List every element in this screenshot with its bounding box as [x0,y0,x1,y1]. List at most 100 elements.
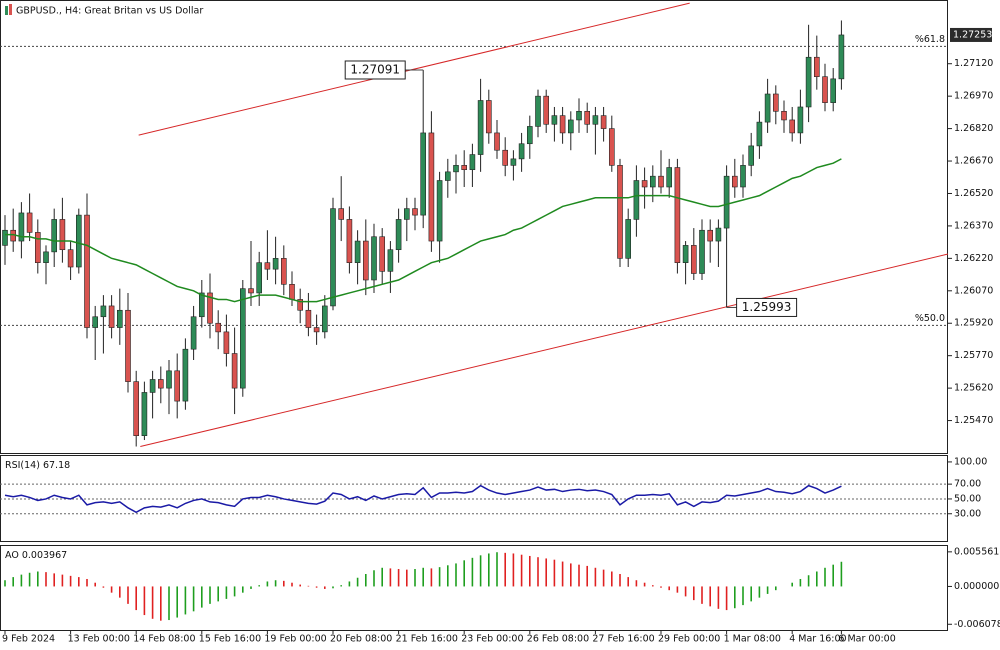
candle-body [797,106,804,134]
candle-body [412,208,418,216]
y-tick-label: 1.25620 [954,383,993,394]
candle-body [125,309,131,382]
candle-body [805,56,812,108]
last-price-box [950,27,992,42]
candle-body [600,115,607,129]
y-tick-label: 0.005561 [954,546,999,557]
candle-body [510,158,517,166]
candle-body [633,180,640,220]
candle-body [551,115,558,125]
candle-body [289,284,295,300]
candle-body [772,93,779,112]
candle-body [830,78,837,103]
candle-body [313,327,320,333]
candle-body [436,180,443,242]
candle-body [518,143,525,160]
y-tick-label: 1.26370 [954,220,993,231]
x-tick-label: 6 Mar 00:00 [838,634,895,645]
x-tick-label: 4 Mar 16:00 [789,634,846,645]
candle-body [190,316,197,350]
y-tick-label: 0.000000 [954,581,999,592]
y-tick-label: 1.26670 [954,156,993,167]
candle-body [477,100,484,155]
candle-body [625,219,632,259]
candle-body [526,126,533,145]
candle-body [231,353,238,389]
rsi-line [4,484,842,514]
indicator-value: 0.003967 [22,550,67,561]
candle-body [256,262,263,294]
y-tick-label: 70.00 [954,479,981,490]
candle-body [207,292,213,324]
candle-body [690,245,697,274]
candle-body [576,110,582,121]
channel-line [138,2,690,136]
ao-panel [0,545,948,631]
candle-body [240,288,246,389]
x-tick-label: 27 Feb 16:00 [592,634,654,645]
candle-body [182,348,189,402]
candle-body [764,93,771,123]
indicator-name: AO [5,550,19,561]
candle-body [76,214,82,268]
candle-body [354,240,361,263]
candle-body [133,381,139,436]
candle-body [543,95,550,125]
indicator-label: RSI(14) 67.18 [5,460,70,471]
candle-body [272,258,279,270]
candle-body [395,219,402,251]
y-tick-label: 30.00 [954,508,981,519]
candle-body [280,258,287,285]
candle-body [26,212,33,233]
x-tick-label: 1 Mar 08:00 [724,634,781,645]
candle-body [649,175,656,188]
fib-label: %50.0 [915,313,945,324]
candle-body [264,262,271,270]
x-tick-label: 26 Feb 08:00 [527,634,589,645]
indicator-name: RSI(14) [5,460,40,471]
chart-title: GBPUSD., H4: Great Britan vs US Dollar [16,6,203,17]
y-tick-label: 1.26070 [954,285,993,296]
candle-body [756,121,763,147]
candle-body [321,305,328,333]
candle-body [608,128,615,166]
fib-label: %61.8 [915,34,945,45]
x-tick-label: 13 Feb 00:00 [68,634,130,645]
candle-body [117,309,123,328]
x-tick-label: 15 Feb 16:00 [199,634,261,645]
candle-body [338,208,345,220]
price-mark-label: 1.27091 [350,62,400,76]
candle-body [641,180,648,188]
candle-body [199,292,205,318]
candle-body [346,219,353,263]
indicator-value: 67.18 [43,460,70,471]
candle-body [84,214,90,328]
x-tick-label: 9 Feb 2024 [2,634,55,645]
x-tick-label: 14 Feb 08:00 [133,634,195,645]
candle-body [166,370,172,389]
candle-body [51,219,58,253]
candle-body [740,165,746,188]
price-panel [0,0,948,454]
candle-body [248,288,254,294]
candle-body [362,240,369,281]
candle-body [813,56,820,77]
candle-body [731,175,738,188]
last-price-label: 1.27253 [953,29,992,40]
candle-body [789,119,796,134]
y-tick-label: 1.26520 [954,188,993,199]
symbol-icon [5,4,12,15]
candle-body [428,132,435,242]
candle-body [403,208,410,220]
candle-body [67,249,74,268]
price-mark-box [736,297,798,317]
moving-average [5,158,842,303]
candle-body [330,208,336,307]
x-tick-label: 19 Feb 00:00 [264,634,326,645]
y-tick-label: 1.25770 [954,350,993,361]
candle-body [535,95,541,127]
candle-body [838,34,845,80]
candle-body [658,175,664,188]
x-tick-label: 20 Feb 08:00 [330,634,392,645]
candle-body [748,145,755,166]
